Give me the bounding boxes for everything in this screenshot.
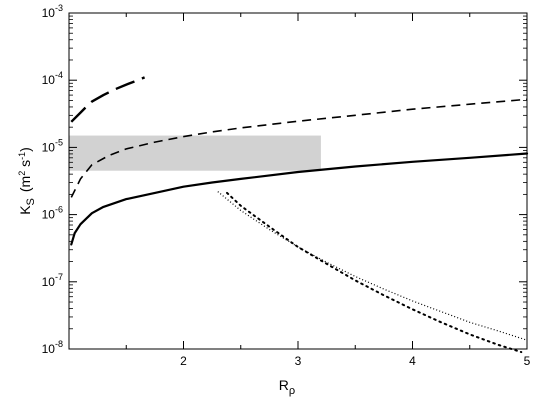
x-axis-label-main: R — [279, 377, 289, 393]
x-axis-label: Rρ — [279, 377, 295, 397]
x-tick-label: 2 — [180, 354, 187, 368]
y-tick-label: 10-3 — [42, 3, 63, 20]
series-solid-line — [70, 152, 529, 246]
y-tick-label: 10-6 — [42, 205, 63, 222]
x-tick-label: 3 — [295, 354, 302, 368]
y-tick-label: 10-8 — [42, 339, 63, 356]
series-long-dash-line — [70, 76, 146, 123]
series-dotted-fine-line — [217, 191, 528, 341]
x-tick-label: 5 — [524, 354, 531, 368]
series-dotted-coarse-line — [226, 191, 523, 354]
ticks-layer: 2 3 4 5 10-8 10-7 10-6 10-5 10-4 10-3 — [42, 3, 531, 368]
labels-layer: Rρ KS(m2 s-1) — [17, 147, 295, 397]
y-axis-units-prefix: (m — [17, 176, 33, 192]
y-tick-label: 10-5 — [42, 137, 63, 154]
y-axis-units-sup2: -1 — [17, 152, 27, 160]
shade-layer — [69, 135, 321, 171]
y-tick-label: 10-4 — [42, 70, 63, 87]
x-axis-label-sub: ρ — [289, 385, 295, 397]
x-tick-label: 4 — [409, 354, 416, 368]
y-axis-units-sup1: 2 — [17, 171, 27, 176]
y-axis-label-main: K — [17, 205, 33, 215]
series-layer — [70, 76, 529, 354]
plot-frame — [68, 12, 528, 350]
y-axis-units-suffix: ) — [17, 147, 33, 152]
y-axis-units-mid: s — [17, 160, 33, 171]
shaded-band — [69, 135, 321, 171]
y-axis-label-sub: S — [25, 198, 37, 205]
y-tick-label: 10-7 — [42, 272, 63, 289]
y-axis-label: KS (m2 s-1) — [17, 147, 37, 215]
